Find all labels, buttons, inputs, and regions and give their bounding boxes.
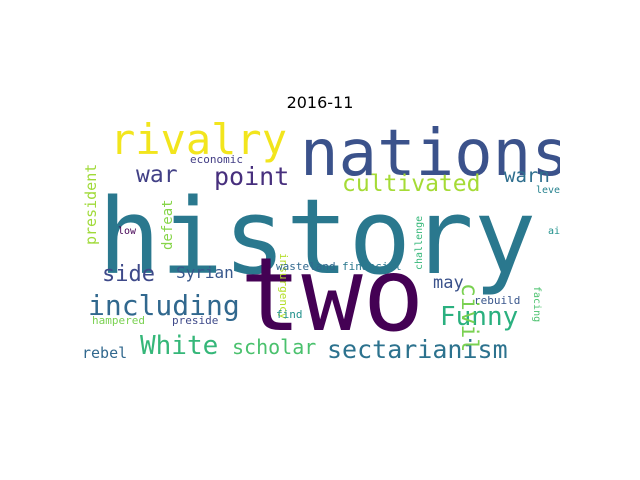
cloud-word-two: two: [240, 236, 424, 355]
cloud-word-rebel: rebel: [82, 344, 127, 362]
cloud-word-scholar: scholar: [232, 335, 316, 359]
cloud-word-wasteland: wasteland: [276, 260, 336, 273]
cloud-word-hampered: hampered: [92, 314, 145, 327]
cloud-word-defeat: defeat: [160, 199, 176, 250]
cloud-word-white: White: [140, 331, 218, 361]
cloud-word-rebuild: rebuild: [474, 294, 520, 307]
cloud-word-civil: civil: [456, 283, 482, 352]
cloud-word-level: level: [536, 185, 560, 196]
cloud-word-syrian: Syrian: [176, 263, 234, 282]
cloud-word-funny: Funny: [440, 302, 518, 332]
cloud-word-financial: financial: [342, 260, 402, 273]
cloud-title: 2016-11: [286, 93, 354, 112]
cloud-word-preside: preside: [172, 314, 218, 327]
cloud-word-may: may: [433, 273, 464, 293]
cloud-word-challenge: challenge: [414, 216, 425, 270]
word-cloud: history two nations rivalry including sectari…: [80, 120, 560, 370]
cloud-word-history: history: [98, 176, 536, 298]
cloud-word-sectarianism: sectarianism: [327, 335, 508, 364]
cloud-word-rivalry: rivalry: [110, 120, 287, 164]
cloud-word-economic: economic: [190, 153, 243, 166]
cloud-word-facing: facing: [531, 286, 542, 322]
cloud-word-war: war: [136, 162, 178, 188]
cloud-word-find: find: [276, 308, 303, 321]
cloud-word-warn: warn: [504, 165, 550, 187]
cloud-word-point: point: [214, 162, 289, 191]
cloud-word-side: side: [102, 262, 155, 287]
cloud-word-president: president: [82, 164, 100, 245]
cloud-word-including: including: [88, 289, 240, 322]
cloud-word-insurgency: insurgency: [277, 253, 290, 320]
cloud-word-aid: aid: [548, 226, 560, 237]
cloud-word-nations: nations: [300, 120, 560, 191]
cloud-word-cultivated: cultivated: [342, 171, 480, 197]
cloud-word-low: low: [118, 226, 137, 237]
